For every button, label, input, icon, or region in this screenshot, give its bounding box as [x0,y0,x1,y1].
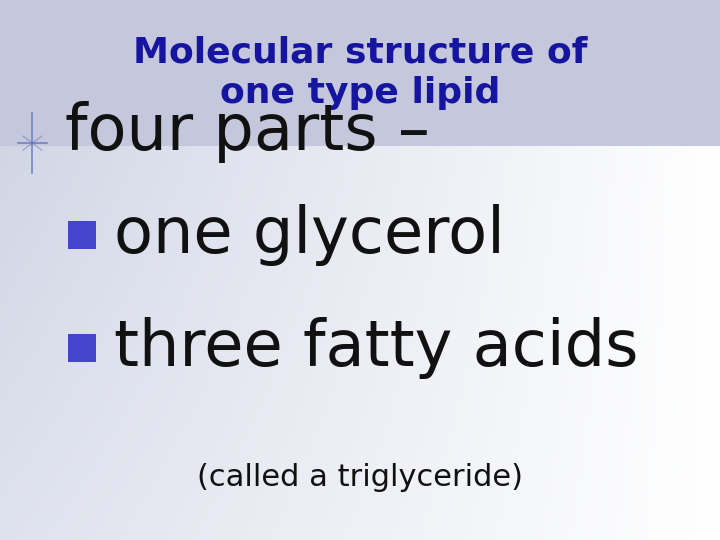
Text: Molecular structure of
one type lipid: Molecular structure of one type lipid [132,36,588,110]
Text: one glycerol: one glycerol [114,204,505,266]
Bar [68,221,96,249]
Text: (called a triglyceride): (called a triglyceride) [197,463,523,492]
Text: three fatty acids: three fatty acids [114,318,638,379]
Text: four parts –: four parts – [65,102,430,163]
Bar [68,334,96,362]
Bar [0,0,720,146]
